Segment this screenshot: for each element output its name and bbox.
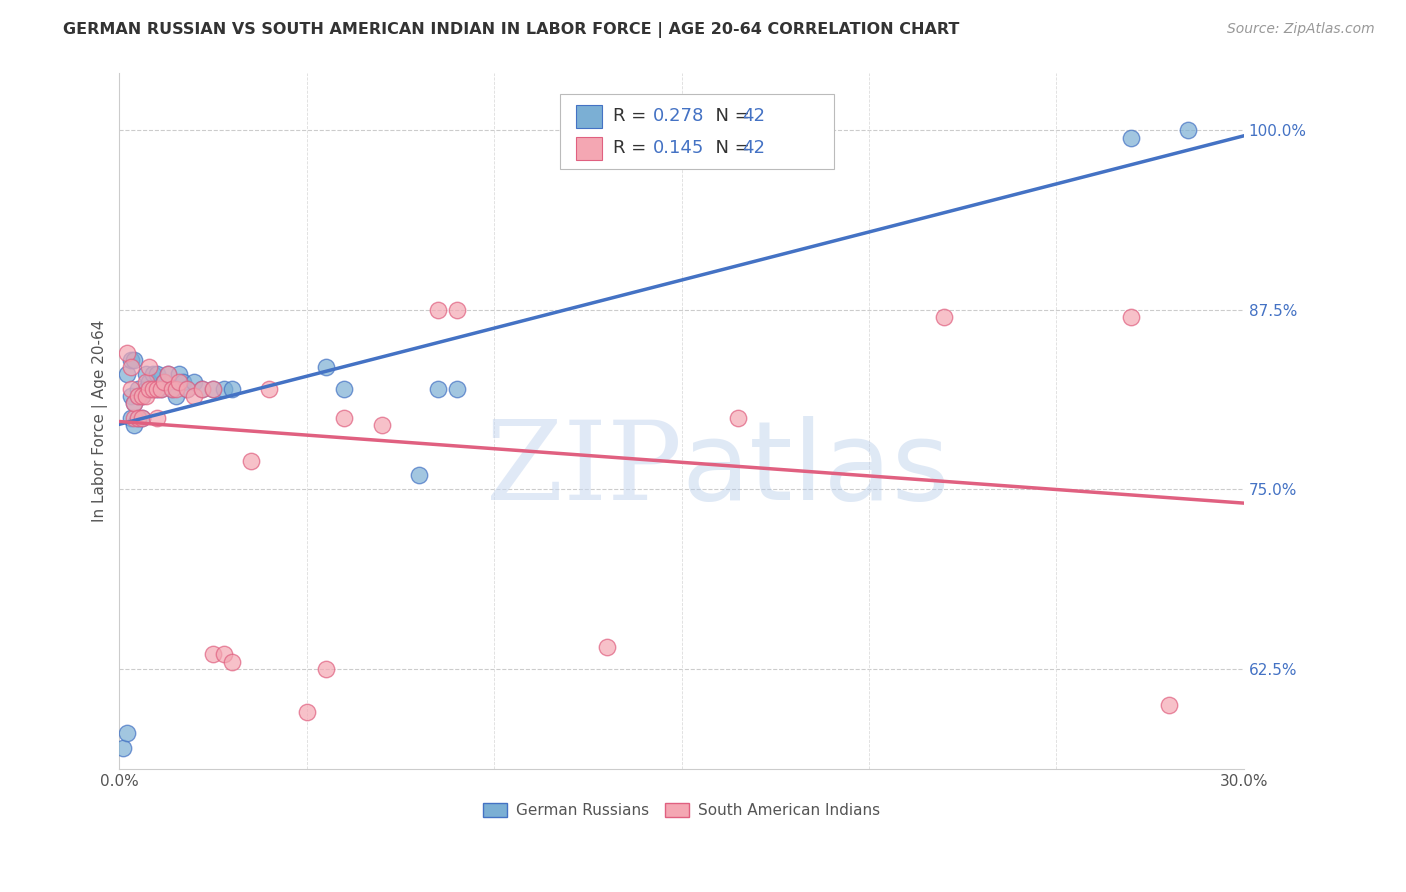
- Point: [183, 375, 205, 389]
- Point: [135, 389, 157, 403]
- Point: [131, 410, 153, 425]
- Point: [127, 410, 149, 425]
- Point: [135, 382, 157, 396]
- Point: [115, 726, 138, 740]
- Point: [124, 417, 146, 432]
- Point: [214, 648, 236, 662]
- Point: [727, 410, 749, 425]
- Point: [120, 389, 142, 403]
- Point: [1157, 698, 1180, 712]
- Text: R =: R =: [613, 139, 652, 157]
- Text: N =: N =: [704, 139, 756, 157]
- Point: [138, 360, 160, 375]
- Point: [1121, 310, 1143, 324]
- Point: [446, 302, 468, 317]
- Point: [138, 382, 160, 396]
- Point: [176, 382, 198, 396]
- Point: [183, 389, 205, 403]
- Point: [157, 368, 180, 382]
- Point: [115, 346, 138, 360]
- Point: [165, 382, 187, 396]
- Point: [221, 382, 243, 396]
- Point: [146, 382, 169, 396]
- Point: [160, 382, 183, 396]
- Point: [115, 368, 138, 382]
- Point: [446, 382, 468, 396]
- Y-axis label: In Labor Force | Age 20-64: In Labor Force | Age 20-64: [93, 320, 108, 523]
- Point: [202, 382, 225, 396]
- Point: [202, 648, 225, 662]
- Point: [165, 389, 187, 403]
- Text: 42: 42: [742, 139, 765, 157]
- Point: [120, 382, 142, 396]
- Point: [135, 368, 157, 382]
- Point: [333, 382, 356, 396]
- Point: [160, 382, 183, 396]
- Point: [1121, 130, 1143, 145]
- Point: [124, 353, 146, 368]
- Point: [595, 640, 617, 655]
- Point: [135, 375, 157, 389]
- Point: [124, 396, 146, 410]
- Point: [124, 410, 146, 425]
- Point: [191, 382, 214, 396]
- Point: [214, 382, 236, 396]
- Point: [146, 382, 169, 396]
- Text: atlas: atlas: [682, 417, 950, 524]
- Point: [146, 410, 169, 425]
- Point: [153, 375, 176, 389]
- Point: [408, 467, 430, 482]
- Point: [120, 410, 142, 425]
- Point: [371, 417, 394, 432]
- Point: [295, 705, 318, 719]
- Point: [259, 382, 281, 396]
- Point: [427, 302, 450, 317]
- Point: [333, 410, 356, 425]
- Point: [157, 368, 180, 382]
- Point: [239, 453, 262, 467]
- Point: [149, 382, 172, 396]
- Text: Source: ZipAtlas.com: Source: ZipAtlas.com: [1227, 22, 1375, 37]
- Point: [427, 382, 450, 396]
- Point: [149, 382, 172, 396]
- Point: [112, 740, 135, 755]
- Point: [120, 360, 142, 375]
- Point: [146, 368, 169, 382]
- Point: [221, 655, 243, 669]
- Point: [127, 389, 149, 403]
- Point: [131, 389, 153, 403]
- Point: [142, 368, 165, 382]
- Legend: German Russians, South American Indians: German Russians, South American Indians: [477, 797, 887, 824]
- Point: [932, 310, 955, 324]
- Point: [315, 360, 337, 375]
- Text: ZIP: ZIP: [485, 417, 682, 524]
- Point: [127, 389, 149, 403]
- Text: 0.145: 0.145: [652, 139, 704, 157]
- Point: [138, 382, 160, 396]
- Point: [1177, 123, 1199, 137]
- Text: N =: N =: [704, 107, 756, 126]
- Point: [169, 375, 191, 389]
- Text: 42: 42: [742, 107, 765, 126]
- Point: [127, 382, 149, 396]
- Point: [131, 410, 153, 425]
- Point: [315, 662, 337, 676]
- Point: [153, 375, 176, 389]
- Point: [142, 382, 165, 396]
- Point: [176, 382, 198, 396]
- Point: [172, 375, 194, 389]
- Point: [138, 375, 160, 389]
- Text: GERMAN RUSSIAN VS SOUTH AMERICAN INDIAN IN LABOR FORCE | AGE 20-64 CORRELATION C: GERMAN RUSSIAN VS SOUTH AMERICAN INDIAN …: [63, 22, 960, 38]
- Point: [142, 382, 165, 396]
- Text: 0.278: 0.278: [652, 107, 704, 126]
- Text: R =: R =: [613, 107, 652, 126]
- Point: [127, 410, 149, 425]
- Point: [202, 382, 225, 396]
- Point: [120, 353, 142, 368]
- Point: [124, 396, 146, 410]
- Point: [191, 382, 214, 396]
- Point: [169, 368, 191, 382]
- Point: [131, 389, 153, 403]
